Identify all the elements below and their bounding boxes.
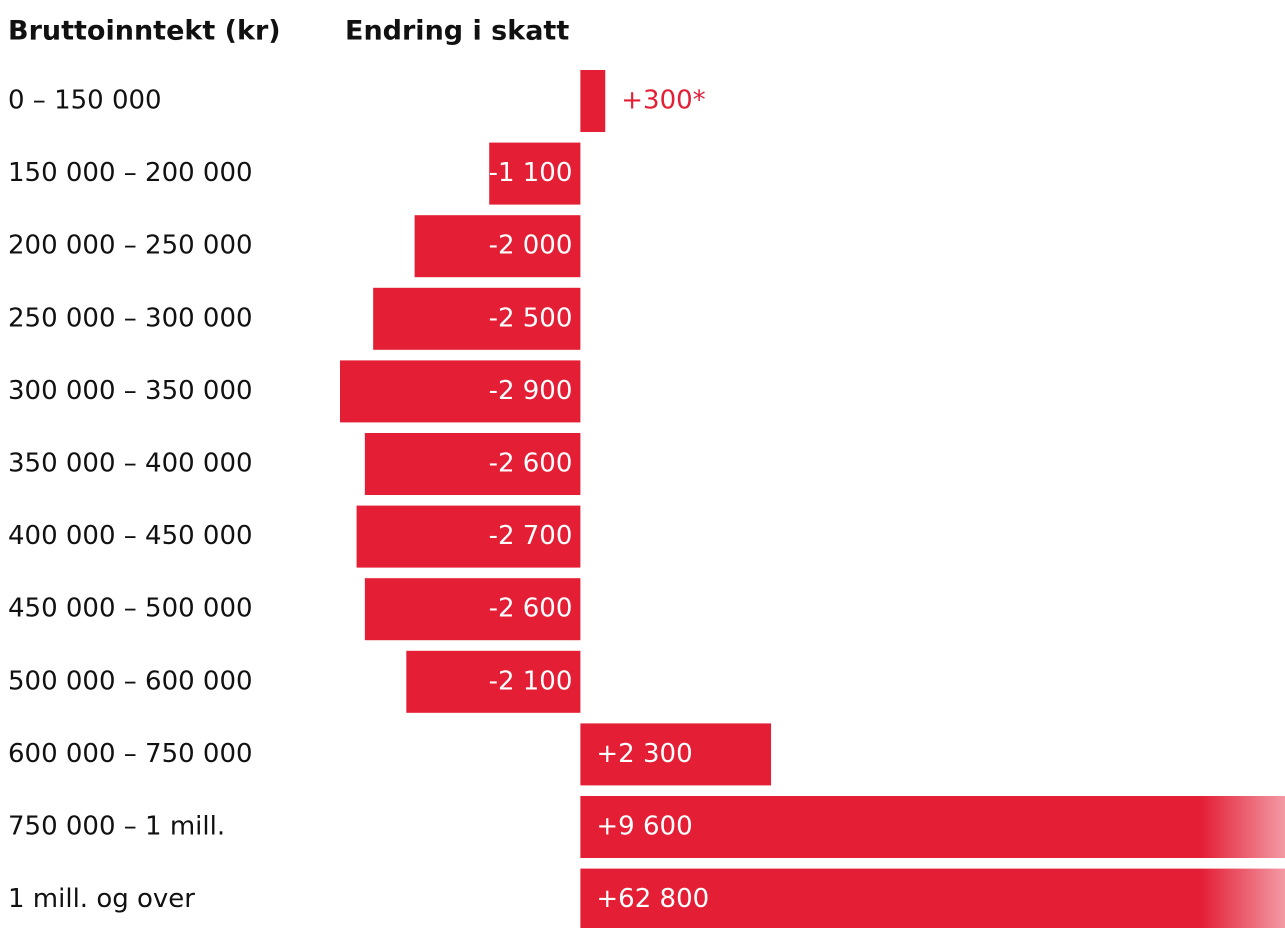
bar	[364, 433, 581, 495]
value-label: +300*	[621, 86, 705, 116]
bar	[580, 70, 606, 132]
bar	[364, 578, 581, 641]
value-header: Endring i skatt	[345, 16, 569, 47]
category-label: 0 – 150 000	[8, 86, 162, 116]
category-header: Bruttoinntekt (kr)	[8, 16, 281, 47]
category-label: 200 000 – 250 000	[8, 231, 253, 261]
value-label: -2 100	[489, 666, 573, 696]
bar	[340, 360, 581, 423]
category-label: 400 000 – 450 000	[8, 521, 253, 551]
category-label: 300 000 – 350 000	[8, 376, 253, 406]
category-label: 450 000 – 500 000	[8, 594, 253, 624]
bar	[414, 215, 581, 278]
value-label: +9 600	[596, 812, 692, 842]
category-label: 350 000 – 400 000	[8, 449, 253, 479]
category-label: 500 000 – 600 000	[8, 666, 253, 696]
value-label: -2 700	[489, 521, 573, 551]
value-label: +62 800	[596, 884, 709, 914]
value-label: -2 000	[489, 231, 573, 261]
category-label: 750 000 – 1 mill.	[8, 812, 225, 842]
category-label: 150 000 – 200 000	[8, 158, 253, 188]
bar	[489, 142, 581, 205]
value-label: -2 500	[489, 303, 573, 333]
bar	[580, 796, 1285, 858]
category-label: 600 000 – 750 000	[8, 739, 253, 769]
bar	[580, 723, 772, 786]
category-label: 250 000 – 300 000	[8, 303, 253, 333]
value-label: -2 600	[489, 594, 573, 624]
bar	[356, 505, 581, 568]
bar	[373, 287, 581, 350]
bar	[406, 650, 581, 713]
value-label: -2 900	[489, 376, 573, 406]
value-label: -1 100	[489, 158, 573, 188]
value-label: -2 600	[489, 449, 573, 479]
category-label: 1 mill. og over	[8, 884, 195, 914]
value-label: +2 300	[596, 739, 692, 769]
bar	[580, 868, 1285, 928]
